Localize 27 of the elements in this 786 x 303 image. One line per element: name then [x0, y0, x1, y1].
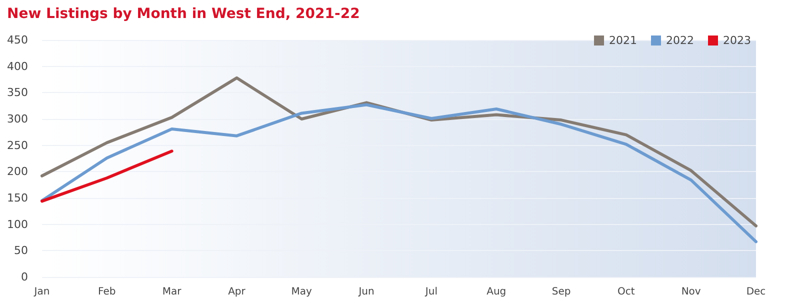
y-tick-label: 0 — [21, 270, 28, 284]
y-tick-label: 350 — [7, 86, 28, 100]
x-tick-label: Jun — [358, 286, 374, 298]
y-tick-label: 150 — [7, 192, 28, 204]
y-tick-label: 50 — [14, 244, 28, 258]
y-tick-label: 250 — [7, 138, 28, 152]
x-tick-label: Aug — [486, 286, 506, 298]
y-tick-label: 450 — [7, 34, 28, 46]
legend-label: 2023 — [723, 34, 752, 47]
x-tick-label: Sep — [552, 286, 571, 298]
line-series — [40, 103, 758, 244]
chart-title: New Listings by Month in West End, 2021-22 — [7, 6, 360, 22]
x-tick-label: May — [291, 286, 312, 298]
y-tick-label: 400 — [7, 60, 28, 73]
x-tick-label: Jul — [424, 286, 438, 298]
x-tick-label: Jan — [33, 286, 50, 298]
y-tick-label: 300 — [7, 112, 28, 126]
y-tick-label: 200 — [7, 165, 28, 178]
x-tick-label: Dec — [746, 286, 766, 298]
legend-label: 2021 — [609, 34, 638, 47]
x-tick-label: Apr — [228, 286, 246, 298]
y-tick-label: 100 — [7, 218, 28, 231]
x-tick-label: Oct — [618, 286, 635, 298]
x-tick-label: Nov — [681, 286, 701, 298]
x-tick-label: Mar — [162, 286, 182, 298]
x-tick-label: Feb — [98, 286, 116, 298]
legend-label: 2022 — [666, 34, 694, 47]
